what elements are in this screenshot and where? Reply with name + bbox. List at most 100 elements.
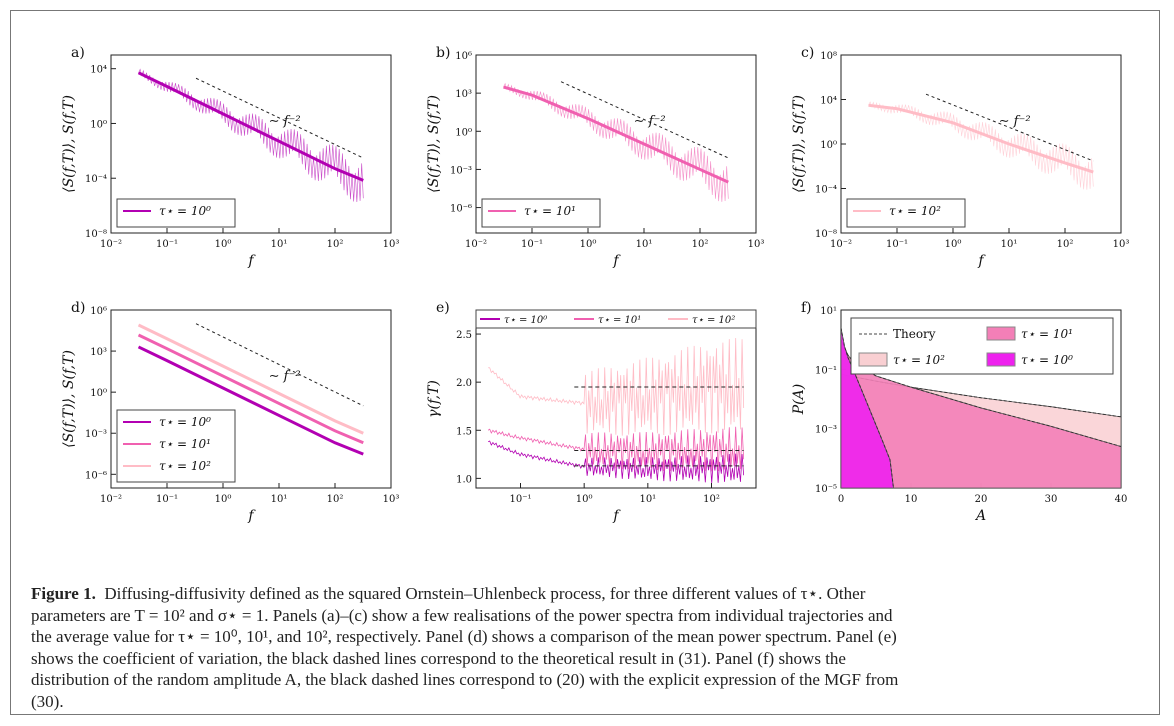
y-tick-label: 10³ [455,89,472,100]
x-tick-label: 10⁻¹ [521,239,543,250]
y-tick-label: 10⁰ [455,127,472,138]
chart-d: d) 10⁻² 10⁻¹ 10⁰ 10¹ 10² 10³ 10⁻⁶ 10⁻³ 10⁰ 10³ 10⁶ f… [61,300,400,524]
panel-label: c) [801,45,814,61]
x-tick-label: 10⁻¹ [509,494,531,505]
caption-line-3: the average value for τ⋆ = 10⁰, 10¹, and… [31,627,897,646]
slope-annotation: ∼ f⁻² [269,114,301,129]
plot-marks [487,337,745,483]
y-tick-label: 10⁻⁴ [815,185,837,196]
caption-line-6: (30). [31,691,64,711]
y-tick-label: 1.0 [456,474,472,485]
caption-line-4: shows the coefficient of variation, the … [31,648,846,668]
legend-box [475,309,757,329]
x-tick-label: 10⁻² [465,239,487,250]
legend-entry: τ⋆ = 10⁰ [1021,353,1073,367]
legend-entry: τ⋆ = 10¹ [524,204,576,218]
x-tick-label: 10⁻¹ [156,239,178,250]
slope-reference-line [195,323,364,407]
x-axis-label: f [977,253,986,269]
x-tick-label: 10⁰ [945,239,962,250]
slope-reference-line [925,93,1094,162]
x-axis-label: f [612,508,621,524]
legend-entry: τ⋆ = 10² [893,353,945,367]
mean-spectrum-0 [137,345,364,456]
slope-reference-line [195,77,364,159]
y-tick-label: 10⁻⁸ [85,229,107,240]
plot-area [110,309,392,489]
chart-e: e) 10⁻¹ 10⁰ 10¹ 10² 1.0 1.5 2.0 2.5 f γ(f,T) τ⋆ = 1… [426,300,757,524]
y-axis-label: P(A) [791,384,807,415]
x-tick-label: 10⁻² [100,239,122,250]
x-axis-label: f [247,253,256,269]
legend-entry: τ⋆ = 10² [889,204,941,218]
x-tick-label: 10² [1057,239,1074,250]
legend-entry: τ⋆ = 10¹ [159,437,211,451]
plot-marks [868,93,1094,190]
y-tick-label: 10⁻⁶ [450,204,472,215]
x-tick-label: 10² [327,494,344,505]
legend-box [846,198,966,228]
x-tick-label: 10⁰ [580,239,597,250]
realisation-trace [138,68,364,203]
y-tick-label: 10⁰ [90,388,107,399]
y-tick-label: 10⁻³ [85,429,107,440]
y-axis-label: ⟨S(f,T)⟩, S(f,T) [61,95,77,193]
caption-line-1: Diffusing-diffusivity defined as the squ… [104,584,866,603]
caption-line-5: distribution of the random amplitude A, … [31,670,899,689]
theory-curve [841,373,1121,418]
plot-marks [841,327,1121,488]
y-axis-label: ⟨S(f,T)⟩, S(f,T) [61,350,77,448]
legend-swatch [986,326,1016,341]
slope-annotation: ∼ f⁻² [634,114,666,129]
legend-entry: τ⋆ = 10⁰ [504,315,547,326]
chart-a: a) 10⁻² 10⁻¹ 10⁰ 10¹ 10² 10³ 10⁻⁸ 10⁻⁴ 10⁰ 10⁴ f ⟨S(… [61,45,399,269]
legend-swatch [986,352,1016,367]
figure-frame: a) 10⁻² 10⁻¹ 10⁰ 10¹ 10² 10³ 10⁻⁸ 10⁻⁴ 10⁰ 10⁴ f ⟨S(… [10,10,1160,715]
panel-label: d) [71,300,85,316]
panel-a: a) 10⁻² 10⁻¹ 10⁰ 10¹ 10² 10³ 10⁻⁸ 10⁻⁴ 10⁰ 10⁴ f ⟨S(… [51,41,401,281]
plot-marks [503,81,729,202]
x-tick-label: 10² [327,239,344,250]
y-tick-label: 10⁶ [455,51,472,62]
x-tick-label: 10⁻¹ [886,239,908,250]
panel-label: a) [71,45,85,61]
x-axis-label: f [612,253,621,269]
x-tick-label: 10¹ [271,239,288,250]
y-tick-label: 10⁴ [820,96,837,107]
y-axis-label: γ(f,T) [426,380,442,418]
panel-label: b) [436,45,450,61]
mean-spectrum-0 [868,103,1094,174]
panel-c: c) 10⁻² 10⁻¹ 10⁰ 10¹ 10² 10³ 10⁻⁸ 10⁻⁴ 10⁰ 10⁴ 10⁸ f… [781,41,1131,281]
mean-spectrum-2 [137,323,364,435]
caption-label: Figure 1. [31,584,96,603]
x-axis-label: f [247,508,256,524]
y-tick-label: 2.0 [456,378,472,389]
y-tick-label: 2.5 [456,330,472,341]
plot-area [475,54,757,234]
realisation-trace [868,101,1094,190]
x-tick-label: 10⁻² [830,239,852,250]
chart-c: c) 10⁻² 10⁻¹ 10⁰ 10¹ 10² 10³ 10⁻⁸ 10⁻⁴ 10⁰ 10⁴ 10⁸ f… [791,45,1129,269]
x-axis-label: A [974,508,986,524]
x-tick-label: 10⁰ [215,494,232,505]
panel-b: b) 10⁻² 10⁻¹ 10⁰ 10¹ 10² 10³ 10⁻⁶ 10⁻³ 10⁰ 10³ 10⁶ f… [416,41,766,281]
y-tick-label: 10⁸ [820,51,837,62]
chart-f: f) 0 10 20 30 40 10⁻⁵ 10⁻³ 10⁻¹ 10¹ A P(A) Theory τ⋆ … [791,300,1127,524]
y-axis-label: ⟨S(f,T)⟩, S(f,T) [791,95,807,193]
legend-swatch [858,352,888,367]
y-tick-label: 10⁻⁶ [85,470,107,481]
x-tick-label: 10 [905,494,918,505]
x-tick-label: 30 [1045,494,1058,505]
x-tick-label: 10³ [748,239,765,250]
x-tick-label: 10³ [383,494,400,505]
theory-curve [841,339,1121,448]
legend-entry: Theory [893,327,936,341]
legend-box [481,198,601,228]
figure-caption: Figure 1. Diffusing-diffusivity defined … [31,583,1141,712]
x-tick-label: 0 [838,494,844,505]
x-tick-label: 10¹ [639,494,656,505]
slope-reference-line [560,81,729,159]
y-tick-label: 10⁻⁵ [815,484,837,495]
legend-box [850,317,1114,375]
y-tick-label: 10¹ [820,306,837,317]
